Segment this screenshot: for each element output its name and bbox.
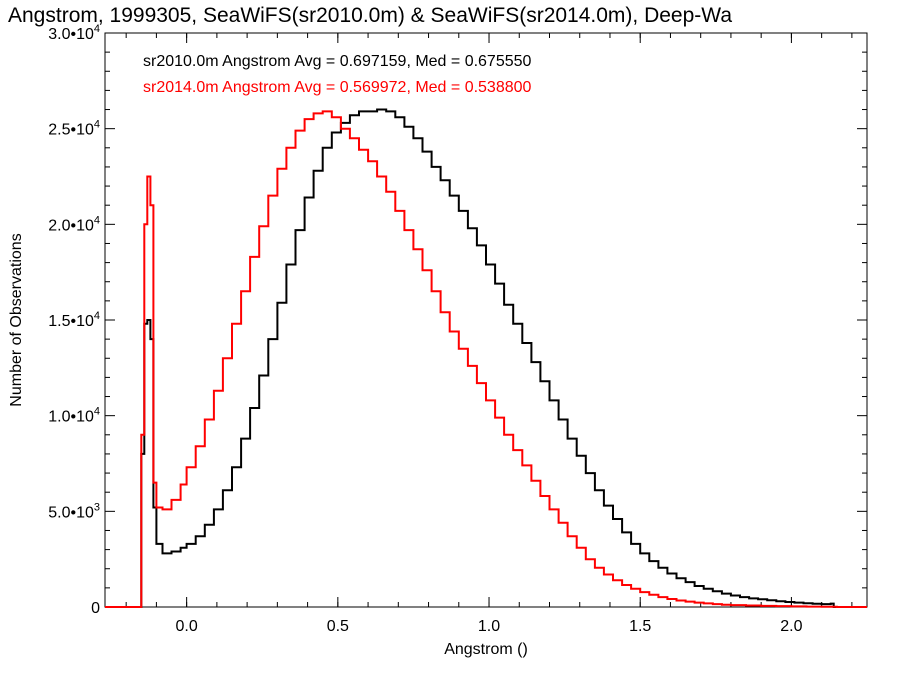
series-line-sr2010.0m [105, 108, 867, 608]
y-tick-label-base: 2.0•10 [48, 217, 94, 234]
x-tick-labels: 0.0 0.5 1.0 1.5 2.0 [176, 618, 803, 635]
y-tick-label-exponent: 4 [94, 119, 100, 131]
y-tick-label-base: 1.0•10 [48, 409, 94, 426]
legend-entry-sr2010: sr2010.0m Angstrom Avg = 0.697159, Med =… [143, 53, 532, 70]
y-tick-labels: 05.0•1031.0•1041.5•1042.0•1042.5•1043.0•… [48, 23, 100, 617]
y-tick-label: 3.0•104 [48, 23, 100, 43]
y-tick-label-base: 3.0•10 [48, 26, 94, 43]
y-tick-label-base: 2.5•10 [48, 122, 94, 139]
chart-title: Angstrom, 1999305, SeaWiFS(sr2010.0m) & … [8, 4, 732, 27]
y-tick-label: 2.0•104 [48, 214, 100, 234]
x-tick-label: 1.5 [629, 618, 651, 635]
x-axis-label: Angstrom () [444, 641, 528, 658]
series-lines [105, 108, 867, 608]
x-tick-label: 0.5 [327, 618, 349, 635]
y-tick-label-exponent: 3 [94, 501, 100, 513]
legend-entry-sr2014: sr2014.0m Angstrom Avg = 0.569972, Med =… [143, 79, 532, 96]
y-tick-label-base: 0 [91, 600, 100, 617]
y-tick-label: 1.0•104 [48, 406, 100, 426]
x-tick-label: 0.0 [176, 618, 198, 635]
y-tick-label-base: 1.5•10 [48, 313, 94, 330]
y-tick-label: 2.5•104 [48, 119, 100, 139]
y-tick-label-exponent: 4 [94, 214, 100, 226]
x-tick-label: 1.0 [478, 618, 500, 635]
y-tick-label-exponent: 4 [94, 23, 100, 35]
y-tick-label-exponent: 4 [94, 406, 100, 418]
y-tick-label-exponent: 4 [94, 310, 100, 322]
series-line-sr2014.0m [105, 110, 867, 608]
plot-frame [104, 32, 868, 608]
y-tick-label: 5.0•103 [48, 501, 100, 521]
axis-ticks [105, 32, 867, 608]
y-tick-label-base: 5.0•10 [48, 504, 94, 521]
x-tick-label: 2.0 [780, 618, 802, 635]
y-tick-label: 1.5•104 [48, 310, 100, 330]
y-axis-label: Number of Observations [8, 233, 25, 406]
y-tick-label: 0 [91, 600, 100, 617]
